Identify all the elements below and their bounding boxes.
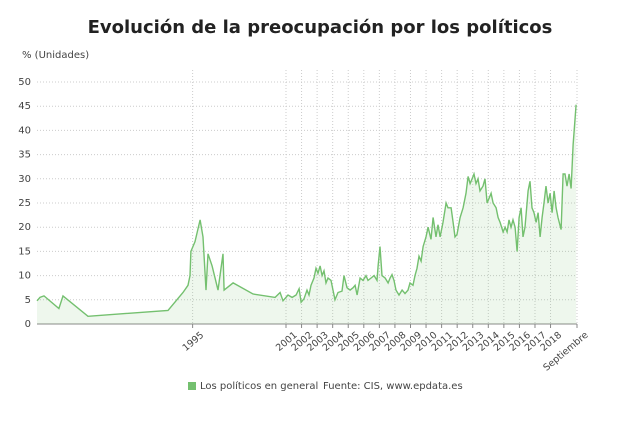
legend-label: Los políticos en general [200, 380, 318, 392]
legend-swatch [188, 382, 196, 390]
y-tick-label: 50 [18, 77, 31, 88]
x-tick-label: 1995 [181, 330, 207, 354]
y-tick-label: 15 [18, 246, 31, 257]
y-tick-label: 45 [18, 101, 31, 112]
y-tick-label: 25 [18, 198, 31, 209]
y-tick-label: 40 [18, 125, 31, 136]
y-tick-label: 5 [25, 295, 31, 306]
source: Fuente: CIS, www.epdata.es [323, 381, 463, 392]
chart-title: Evolución de la preocupación por los pol… [88, 17, 553, 38]
line [36, 104, 577, 318]
y-tick-label: 0 [25, 319, 31, 330]
y-axis-label: % (Unidades) [22, 50, 89, 61]
area [37, 104, 577, 324]
y-tick-label: 30 [18, 174, 31, 185]
y-tick-label: 10 [18, 271, 31, 282]
y-tick-label: 35 [18, 150, 31, 161]
y-tick-label: 20 [18, 222, 31, 233]
